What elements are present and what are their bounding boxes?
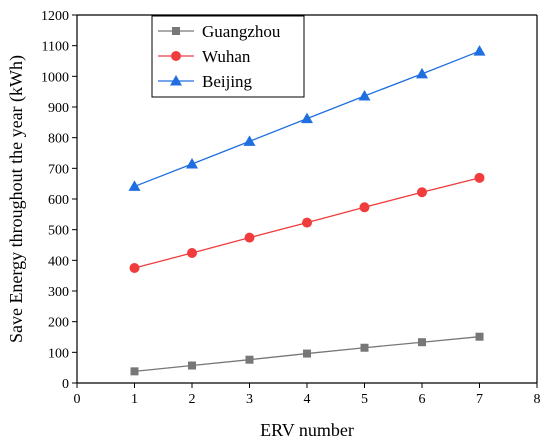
y-tick-label: 0 xyxy=(62,377,69,392)
data-point-beijing xyxy=(473,45,486,56)
data-point-wuhan xyxy=(417,187,427,198)
data-point-guangzhou xyxy=(303,349,311,358)
y-tick-label: 900 xyxy=(48,101,69,116)
y-tick-label: 400 xyxy=(48,254,69,269)
series-guangzhou xyxy=(130,332,484,376)
axes: 0 1 2 3 4 5 6 7 8 0 100 200 300 400 500 600 700 800 900 100… xyxy=(41,9,541,407)
data-point-wuhan xyxy=(474,172,485,183)
legend-marker xyxy=(172,27,180,35)
legend-marker xyxy=(170,75,182,86)
y-tick-label: 1000 xyxy=(41,70,69,85)
legend: Guangzhou Wuhan Beijing xyxy=(151,15,305,98)
data-point-beijing xyxy=(243,135,256,146)
y-tick-label: 700 xyxy=(48,162,69,177)
y-tick-label: 1200 xyxy=(41,9,69,24)
legend-item-beijing: Beijing xyxy=(158,72,253,91)
data-point-beijing xyxy=(358,89,371,101)
x-tick-label: 7 xyxy=(476,392,483,407)
legend-label: Wuhan xyxy=(202,47,251,66)
x-tick-label: 6 xyxy=(419,392,426,407)
data-point-wuhan xyxy=(244,232,255,243)
x-tick-label: 1 xyxy=(131,392,138,407)
legend-marker xyxy=(171,51,181,61)
y-tick-label: 600 xyxy=(48,193,69,208)
series-layer xyxy=(128,45,486,376)
y-tick-label: 100 xyxy=(48,346,69,361)
data-point-wuhan xyxy=(302,217,312,228)
data-point-guangzhou xyxy=(360,343,369,352)
legend-label: Guangzhou xyxy=(202,22,281,41)
x-tick-label: 0 xyxy=(74,392,81,407)
x-tick-label: 5 xyxy=(361,392,368,407)
series-wuhan xyxy=(129,172,485,273)
data-point-wuhan xyxy=(359,202,370,213)
y-tick-label: 200 xyxy=(48,316,69,331)
y-axis-title: Save Energy throughout the year (kWh) xyxy=(6,55,27,343)
data-point-guangzhou xyxy=(130,367,139,376)
y-tick-label: 300 xyxy=(48,285,69,300)
data-point-beijing xyxy=(186,158,198,169)
x-tick-label: 8 xyxy=(534,392,541,407)
data-point-beijing xyxy=(301,112,313,124)
x-tick-label: 4 xyxy=(304,392,311,407)
data-point-guangzhou xyxy=(418,338,426,347)
y-tick-label: 500 xyxy=(48,224,69,239)
x-tick-label: 3 xyxy=(246,392,253,407)
series-beijing xyxy=(128,45,486,191)
data-point-wuhan xyxy=(129,263,140,273)
data-point-beijing xyxy=(416,67,428,79)
data-point-guangzhou xyxy=(245,355,254,364)
legend-label: Beijing xyxy=(202,72,253,91)
legend-item-wuhan: Wuhan xyxy=(158,47,251,66)
data-point-guangzhou xyxy=(475,332,484,341)
x-tick-label: 2 xyxy=(189,392,196,407)
data-point-beijing xyxy=(128,180,141,191)
legend-item-guangzhou: Guangzhou xyxy=(158,22,281,41)
data-point-wuhan xyxy=(187,247,197,258)
y-tick-label: 1100 xyxy=(42,40,69,55)
data-point-guangzhou xyxy=(188,361,196,370)
x-axis-title: ERV number xyxy=(260,420,354,440)
y-tick-label: 800 xyxy=(48,132,69,147)
